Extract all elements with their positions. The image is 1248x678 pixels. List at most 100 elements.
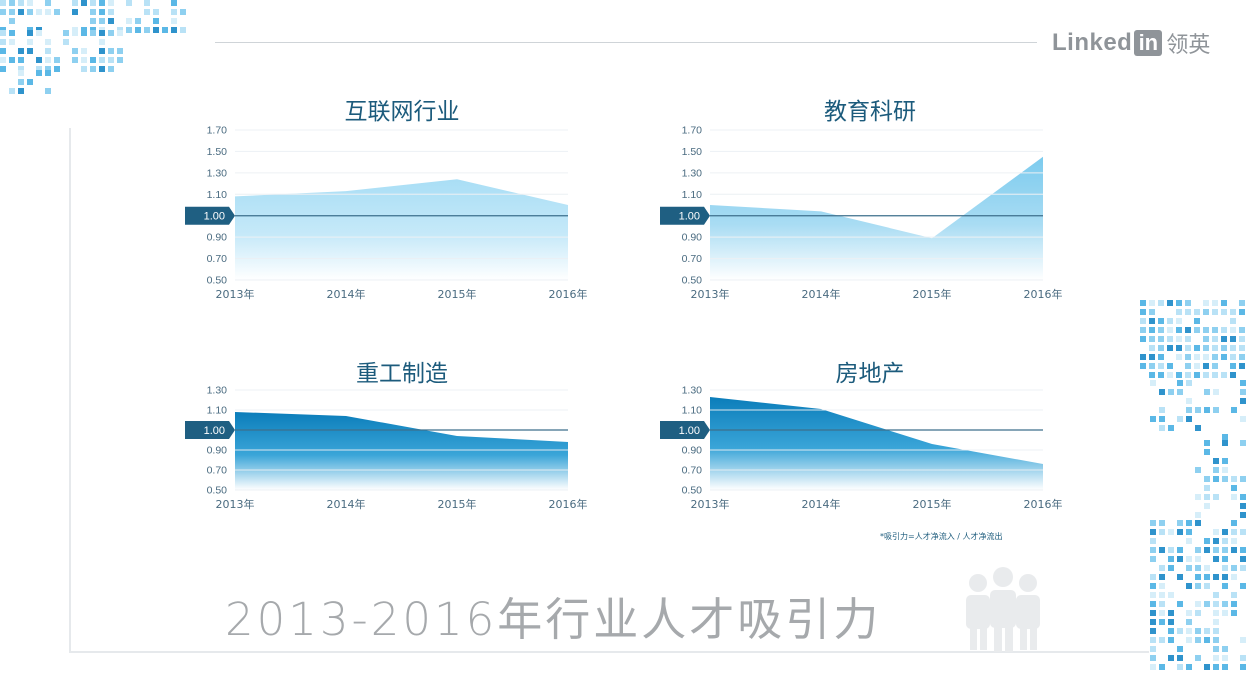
- pixel-square: [81, 0, 87, 6]
- pixel-square: [1140, 336, 1146, 342]
- pixel-square: [1204, 547, 1210, 553]
- pixel-square: [1159, 664, 1165, 670]
- pixel-square: [1221, 354, 1227, 360]
- pixel-square: [1177, 529, 1183, 535]
- pixel-square: [1149, 345, 1155, 351]
- pixel-square: [1150, 538, 1156, 544]
- pixel-square: [1239, 336, 1245, 342]
- pixel-square: [54, 66, 60, 72]
- pixel-square: [1203, 327, 1209, 333]
- baseline-label: 1.00: [679, 211, 700, 223]
- pixel-square: [171, 9, 177, 15]
- pixel-square: [1213, 610, 1219, 616]
- pixel-square: [1194, 354, 1200, 360]
- pixel-square: [18, 79, 24, 85]
- pixel-square: [1240, 494, 1246, 500]
- y-tick-label: 0.50: [682, 275, 703, 287]
- pixel-square: [1213, 476, 1219, 482]
- pixel-square: [1167, 345, 1173, 351]
- pixel-square: [1203, 336, 1209, 342]
- pixel-square: [1204, 538, 1210, 544]
- x-tick-label: 2013年: [216, 287, 255, 301]
- pixel-square: [1185, 327, 1191, 333]
- pixel-square: [1239, 354, 1245, 360]
- pixel-square: [1150, 628, 1156, 634]
- pixel-square: [1240, 503, 1246, 509]
- x-tick-label: 2014年: [327, 497, 366, 511]
- pixel-square: [9, 88, 15, 94]
- pixel-square: [1203, 300, 1209, 306]
- pixel-square: [1213, 407, 1219, 413]
- pixel-square: [1159, 565, 1165, 571]
- pixel-square: [1177, 664, 1183, 670]
- pixel-square: [1231, 592, 1237, 598]
- pixel-square: [1159, 416, 1165, 422]
- baseline-tag: [660, 206, 710, 225]
- pixel-square: [1222, 547, 1228, 553]
- pixel-square: [1221, 327, 1227, 333]
- logo-in-box: in: [1134, 30, 1163, 56]
- pixel-square: [99, 66, 105, 72]
- pixel-square: [1222, 646, 1228, 652]
- y-tick-label: 1.10: [207, 405, 228, 417]
- pixel-square: [1177, 520, 1183, 526]
- pixel-square: [171, 27, 177, 33]
- pixel-square: [1221, 300, 1227, 306]
- pixel-square: [1203, 363, 1209, 369]
- x-tick-label: 2014年: [327, 287, 366, 301]
- pixel-square: [108, 9, 114, 15]
- pixel-square: [9, 57, 15, 63]
- pixel-square: [1204, 503, 1210, 509]
- pixel-square: [1204, 601, 1210, 607]
- pixel-square: [1231, 485, 1237, 491]
- pixel-square: [1177, 556, 1183, 562]
- pixel-square: [1203, 309, 1209, 315]
- pixel-square: [1195, 610, 1201, 616]
- pixel-square: [1185, 372, 1191, 378]
- pixel-square: [1212, 345, 1218, 351]
- pixel-square: [153, 18, 159, 24]
- pixel-square: [1177, 416, 1183, 422]
- y-tick-label: 0.70: [207, 465, 228, 477]
- pixel-square: [54, 9, 60, 15]
- pixel-square: [81, 30, 87, 36]
- pixel-square: [1240, 476, 1246, 482]
- x-tick-label: 2013年: [216, 497, 255, 511]
- pixel-square: [1213, 601, 1219, 607]
- pixel-square: [45, 57, 51, 63]
- pixel-square: [1213, 637, 1219, 643]
- pixel-square: [90, 0, 96, 6]
- pixel-square: [72, 48, 78, 54]
- pixel-square: [108, 66, 114, 72]
- pixel-square: [18, 88, 24, 94]
- pixel-square: [153, 27, 159, 33]
- logo-linked-text: Linked: [1052, 29, 1133, 56]
- pixel-square: [1185, 336, 1191, 342]
- x-tick-label: 2013年: [691, 497, 730, 511]
- x-tick-label: 2015年: [438, 287, 477, 301]
- pixel-square: [54, 57, 60, 63]
- pixel-square: [1186, 610, 1192, 616]
- pixel-square: [1212, 336, 1218, 342]
- pixel-square: [1177, 655, 1183, 661]
- pixel-square: [9, 0, 15, 6]
- pixel-square: [1212, 372, 1218, 378]
- pixel-square: [1150, 583, 1156, 589]
- pixel-square: [1186, 416, 1192, 422]
- pixel-square: [1140, 327, 1146, 333]
- pixel-square: [1168, 592, 1174, 598]
- pixel-square: [1159, 529, 1165, 535]
- pixel-square: [18, 0, 24, 6]
- baseline-tag: [660, 421, 710, 439]
- pixel-square: [1239, 300, 1245, 306]
- pixel-square: [1222, 538, 1228, 544]
- header-divider: [215, 42, 1037, 43]
- pixel-square: [1222, 610, 1228, 616]
- pixel-square: [72, 57, 78, 63]
- pixel-square: [1168, 529, 1174, 535]
- pixel-square: [1150, 664, 1156, 670]
- chart-education: 1.70 1.50 1.30 1.10 0.90 0.70 0.50 1.00 2013年 201…: [660, 125, 1063, 301]
- pixel-square: [1159, 425, 1165, 431]
- pixel-square: [36, 9, 42, 15]
- pixel-square: [1186, 637, 1192, 643]
